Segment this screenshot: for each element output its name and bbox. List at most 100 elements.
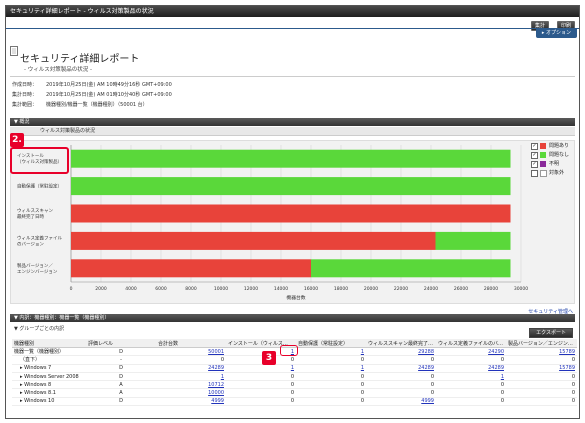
row-name: （直下）: [12, 355, 86, 365]
table-row[interactable]: （直下） - 0 0 0 0 0 0: [12, 355, 577, 365]
row-total-link[interactable]: 24289: [208, 365, 224, 372]
row-total-link[interactable]: 50001: [208, 348, 224, 355]
row-definition: 0: [436, 355, 506, 365]
column-header[interactable]: 自動保護（常駐設定）: [296, 339, 366, 348]
x-tick-label: 20000: [364, 286, 378, 292]
row-install: 0: [226, 380, 296, 390]
row-name[interactable]: ▸ Windows 8.1: [12, 388, 86, 398]
table-row[interactable]: ▸ Windows 7 D 24289 1 1 24289 24289 1578…: [12, 364, 577, 373]
legend-checkbox[interactable]: ✓: [531, 152, 538, 159]
overview-subheader: ウィルス対策製品の状況: [10, 127, 575, 136]
row-autoprotect: 0: [296, 380, 366, 390]
row-total-link[interactable]: 10000: [208, 390, 224, 397]
row-autoprotect: 0: [296, 388, 366, 398]
row-autoprotect[interactable]: 1: [296, 347, 366, 357]
row-scan-link[interactable]: 4999: [421, 398, 434, 405]
row-name[interactable]: ▸ Windows 8: [12, 380, 86, 390]
row-total[interactable]: 10000: [156, 388, 226, 398]
row-version-link[interactable]: 15789: [559, 348, 575, 355]
row-definition-link[interactable]: 24289: [488, 365, 504, 372]
row-scan: 0: [366, 380, 436, 390]
table-header-row: 機器種別 評価レベル 合計台数 インストール（ウィルス… 自動保護（常駐設定） …: [12, 339, 577, 348]
row-total[interactable]: 1: [156, 372, 226, 382]
row-install-link[interactable]: 1: [290, 365, 294, 372]
row-install[interactable]: 1: [226, 364, 296, 373]
row-install-link[interactable]: 1: [290, 348, 294, 355]
row-install: 0: [226, 372, 296, 382]
category-label: 自動保護（常駐設定）: [17, 183, 62, 190]
column-header[interactable]: ウィルススキャン最終完了…: [366, 339, 436, 348]
row-total-link[interactable]: 4999: [211, 398, 224, 405]
report-icon: [10, 46, 18, 56]
row-scan-link[interactable]: 29288: [418, 348, 434, 355]
group-table: 機器種別 評価レベル 合計台数 インストール（ウィルス… 自動保護（常駐設定） …: [12, 339, 577, 407]
table-row[interactable]: 機器一覧（機器種別） D 50001 1 1 29288 24290 15789: [12, 347, 577, 357]
row-total-link[interactable]: 10712: [208, 381, 224, 388]
column-header[interactable]: ウィルス定義ファイルのバ…: [436, 339, 506, 348]
security-management-link[interactable]: セキュリティ管理へ: [528, 309, 573, 315]
table-row[interactable]: ▸ Windows 8.1 A 10000 0 0 0 0 0: [12, 388, 577, 398]
options-tab[interactable]: ▸ オプション: [535, 28, 577, 38]
row-version[interactable]: 15789: [506, 347, 577, 357]
row-total-link[interactable]: 1: [220, 373, 224, 380]
column-header[interactable]: 機器種別: [12, 339, 86, 348]
legend-label: 不明: [549, 161, 560, 167]
x-tick-label: 10000: [214, 286, 228, 292]
table-row[interactable]: ▸ Windows 10 D 4999 0 0 4999 0 0: [12, 397, 577, 407]
row-autoprotect[interactable]: 1: [296, 364, 366, 373]
export-button[interactable]: エクスポート: [529, 328, 573, 338]
category-label: ウィルススキャン最終完了日時: [17, 207, 53, 220]
row-version[interactable]: 15789: [506, 364, 577, 373]
row-total: 0: [156, 355, 226, 365]
callout-badge-3: 3: [262, 351, 276, 365]
row-definition[interactable]: 24289: [436, 364, 506, 373]
row-total[interactable]: 10712: [156, 380, 226, 390]
row-scan: 0: [366, 355, 436, 365]
row-scan-link[interactable]: 24289: [418, 365, 434, 372]
row-name[interactable]: ▸ Windows 7: [12, 364, 86, 373]
column-header[interactable]: 評価レベル: [86, 339, 156, 348]
meta-created-value: 2019年10月25日(金) AM 10時49分16秒 GMT+09:00: [46, 82, 172, 88]
legend-swatch: [540, 170, 547, 177]
row-total[interactable]: 4999: [156, 397, 226, 407]
row-autoprotect: 0: [296, 397, 366, 407]
row-install: 0: [226, 397, 296, 407]
legend-checkbox[interactable]: ✓: [531, 161, 538, 168]
bar-segment: [71, 149, 511, 168]
row-version: 0: [506, 388, 577, 398]
row-scan: 0: [366, 388, 436, 398]
meta-created: 作成日時： 2019年10月25日(金) AM 10時49分16秒 GMT+09:…: [12, 81, 172, 88]
legend-checkbox[interactable]: [531, 170, 538, 177]
table-row[interactable]: ▸ Windows Server 2008 D 1 0 0 0 1 0: [12, 372, 577, 382]
row-scan[interactable]: 4999: [366, 397, 436, 407]
legend-label: 問題あり: [549, 143, 570, 149]
row-definition[interactable]: 24290: [436, 347, 506, 357]
row-name[interactable]: ▸ Windows Server 2008: [12, 372, 86, 382]
table-row[interactable]: ▸ Windows 8 A 10712 0 0 0 0 0: [12, 380, 577, 390]
row-install: 0: [226, 388, 296, 398]
row-version-link[interactable]: 15789: [559, 365, 575, 372]
column-header[interactable]: 合計台数: [156, 339, 226, 348]
column-header[interactable]: 製品バージョン／エンジン…: [506, 339, 577, 348]
row-autoprotect-link[interactable]: 1: [360, 348, 364, 355]
row-definition-link[interactable]: 24290: [488, 348, 504, 355]
overview-header[interactable]: ▼ 概況: [10, 118, 575, 126]
group-breakdown-header[interactable]: ▼ グループごとの内訳: [10, 324, 575, 334]
detail-header[interactable]: ▼ 内訳：機器種別：機器一覧（機器種別）: [10, 314, 575, 322]
x-tick-label: 12000: [244, 286, 258, 292]
legend-checkbox[interactable]: ✓: [531, 143, 538, 150]
row-scan[interactable]: 29288: [366, 347, 436, 357]
row-install[interactable]: 1: [226, 347, 296, 357]
row-level: A: [86, 388, 156, 398]
row-autoprotect-link[interactable]: 1: [360, 365, 364, 372]
row-total[interactable]: 50001: [156, 347, 226, 357]
column-header[interactable]: インストール（ウィルス…: [226, 339, 296, 348]
row-definition-link[interactable]: 1: [500, 373, 504, 380]
row-scan[interactable]: 24289: [366, 364, 436, 373]
meta-scope-value: 機器種別/機器一覧（機器種別）（50001 台）: [46, 102, 148, 108]
window-title: セキュリティ詳細レポート - ウィルス対策製品の状況: [6, 6, 579, 17]
row-definition[interactable]: 1: [436, 372, 506, 382]
row-name[interactable]: ▸ Windows 10: [12, 397, 86, 407]
row-definition: 0: [436, 380, 506, 390]
row-total[interactable]: 24289: [156, 364, 226, 373]
